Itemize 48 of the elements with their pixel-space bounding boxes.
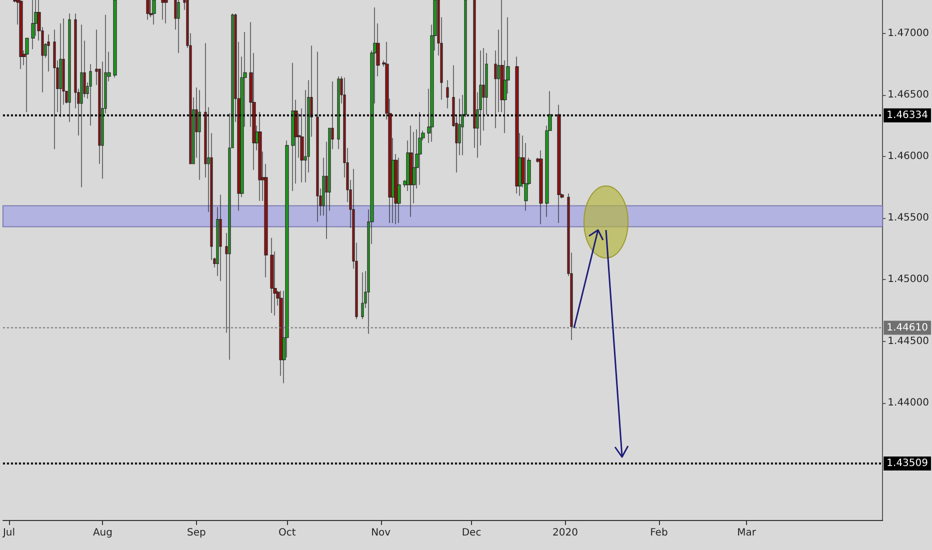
y-tick-label: 1.47000 [888, 28, 930, 39]
candlestick [316, 51, 319, 222]
ref-line-label: 1.43509 [886, 458, 928, 469]
candlestick [68, 13, 71, 122]
x-tick-label: Oct [278, 528, 296, 538]
y-tick-label: 1.46000 [888, 150, 930, 162]
candlestick [146, 0, 150, 20]
candlestick [31, 0, 35, 50]
candlestick [557, 104, 561, 224]
candlestick [152, 0, 156, 25]
y-tick-label: 1.46500 [888, 89, 930, 100]
x-tick-label: Sep [187, 528, 206, 538]
candlestick [161, 0, 165, 20]
candlestick [418, 112, 422, 186]
candlestick [198, 90, 201, 180]
x-tick-label: Mar [737, 528, 757, 538]
y-tick-label: 1.44500 [888, 336, 930, 347]
y-tick-label: 1.45000 [888, 274, 930, 286]
candlestick [446, 80, 449, 109]
candlestick [25, 38, 29, 112]
x-tick-label: Dec [462, 528, 482, 538]
candlestick [177, 0, 180, 54]
candlestick [270, 238, 274, 314]
x-tick-label: Jul [2, 528, 16, 538]
ref-line-label: 1.46334 [886, 110, 928, 121]
y-tick-label: 1.44000 [888, 397, 930, 408]
x-tick-label: Feb [650, 528, 668, 538]
ref-line-label: 1.44610 [886, 322, 928, 334]
candlestick [291, 62, 295, 192]
x-tick-label: Aug [92, 528, 112, 538]
candlestick [258, 112, 262, 202]
candlestick [397, 157, 401, 224]
candlestick [47, 34, 50, 72]
candlestick [53, 29, 56, 150]
candlestick [361, 272, 364, 320]
candlestick [164, 0, 168, 24]
candlestick [80, 24, 83, 188]
candlestick [409, 125, 413, 218]
candlestick [89, 64, 92, 126]
x-tick-label: Nov [371, 528, 391, 538]
x-tick-label: 2020 [552, 528, 578, 538]
y-tick-label: 1.45500 [888, 212, 930, 224]
candlestick [337, 76, 340, 150]
candlestick [113, 0, 117, 78]
candlestick [219, 194, 222, 282]
candlestick [539, 150, 543, 225]
candlestick [19, 0, 23, 70]
candlestick [515, 56, 519, 194]
